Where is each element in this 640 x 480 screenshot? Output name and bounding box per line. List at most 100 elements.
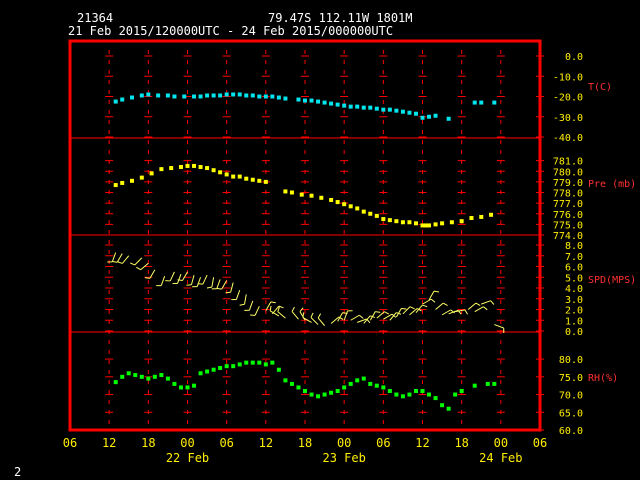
data-point-temp — [316, 99, 321, 104]
y-axis-label-wind: SPD(MPS) — [588, 275, 636, 286]
data-point-pres — [381, 217, 386, 222]
data-point-temp — [113, 99, 118, 104]
wind-barb — [481, 300, 495, 305]
data-point-rh — [303, 389, 307, 393]
y-tick-label: 0.0 — [565, 52, 583, 63]
data-point-temp — [342, 103, 347, 108]
wind-barb — [244, 300, 254, 311]
wind-barb — [144, 269, 156, 279]
data-point-rh — [244, 360, 249, 365]
data-point-rh — [237, 362, 242, 367]
x-tick-label: 00 — [180, 436, 194, 450]
data-point-rh — [355, 378, 360, 383]
data-point-temp — [198, 94, 203, 99]
y-axes: 0.0 -10.0 -20.0 -30.0 -40.0 T(C) 781.0780.0779… — [536, 52, 636, 437]
data-point-temp — [407, 110, 412, 115]
y-tick-label: -20.0 — [553, 93, 583, 104]
data-point-rh — [211, 367, 216, 372]
data-point-rh — [322, 392, 327, 397]
data-point-pres — [198, 165, 203, 169]
data-point-temp — [211, 93, 216, 98]
data-point-pres — [185, 163, 190, 168]
x-tick-label: 06 — [219, 436, 233, 450]
data-point-pres — [113, 183, 118, 188]
data-point-temp — [257, 94, 262, 99]
data-point-rh — [440, 403, 445, 408]
data-point-temp — [263, 94, 268, 99]
data-point-rh — [309, 392, 314, 397]
data-point-temp — [387, 107, 392, 112]
wind-barb — [117, 255, 130, 264]
data-point-rh — [172, 381, 177, 386]
data-point-temp — [276, 95, 281, 100]
data-point-pres — [342, 202, 347, 207]
wind-barb — [455, 309, 468, 315]
y-tick-label: 70.0 — [559, 391, 583, 402]
data-point-pres — [479, 214, 484, 219]
wind-barb — [415, 304, 428, 314]
data-point-pres — [407, 220, 412, 225]
wind-barb — [317, 313, 325, 326]
wind-barb — [350, 314, 364, 321]
data-point-rh — [152, 374, 157, 379]
wind-barb — [277, 306, 286, 319]
data-point-temp — [231, 92, 236, 97]
data-point-rh — [231, 364, 236, 369]
data-point-temp — [420, 115, 425, 120]
wind-barb — [172, 273, 182, 284]
y-tick-label: 776.0 — [553, 210, 583, 221]
data-point-pres — [205, 166, 210, 171]
wind-barb — [192, 277, 202, 288]
data-point-rh — [492, 381, 497, 386]
data-point-temp — [361, 105, 366, 110]
x-tick-label: 12 — [415, 436, 429, 450]
data-point-pres — [361, 209, 366, 214]
station-id: 21364 — [77, 11, 113, 25]
wind-barb — [136, 262, 149, 271]
series-layer — [107, 92, 505, 411]
data-point-pres — [387, 218, 392, 223]
data-point-rh — [113, 380, 118, 385]
data-point-rh — [257, 360, 262, 365]
data-point-temp — [218, 93, 223, 98]
data-point-pres — [329, 197, 334, 202]
data-point-rh — [381, 385, 386, 390]
wind-barb — [211, 279, 221, 290]
data-point-rh — [446, 406, 451, 411]
data-point-temp — [156, 93, 161, 98]
data-point-pres — [420, 223, 425, 228]
data-point-temp — [182, 94, 187, 99]
y-tick-label: 3.0 — [565, 295, 583, 306]
data-point-temp — [205, 93, 210, 98]
data-point-pres — [440, 221, 445, 226]
wind-barb — [435, 302, 448, 310]
data-point-temp — [335, 102, 340, 107]
data-point-pres — [120, 180, 125, 185]
data-point-pres — [139, 175, 144, 180]
wind-barb — [165, 271, 175, 282]
data-point-rh — [192, 383, 197, 388]
y-axis-label-rh: RH(%) — [588, 373, 618, 384]
data-point-temp — [139, 93, 144, 98]
y-tick-label: 777.0 — [553, 199, 583, 210]
wind-barb — [494, 324, 505, 333]
data-point-pres — [178, 165, 183, 169]
data-point-rh — [270, 360, 275, 365]
data-point-rh — [459, 389, 464, 393]
y-tick-label: 8.0 — [565, 241, 583, 252]
data-point-temp — [413, 111, 418, 116]
data-point-pres — [218, 170, 223, 175]
wind-barb — [239, 294, 247, 306]
wind-barb — [302, 312, 312, 323]
page-number: 2 — [14, 465, 21, 479]
data-point-rh — [472, 383, 477, 388]
data-point-rh — [263, 362, 268, 367]
y-tick-label: -10.0 — [553, 72, 583, 83]
data-point-rh — [224, 364, 229, 369]
data-point-rh — [126, 371, 131, 376]
data-point-pres — [224, 172, 229, 177]
x-tick-label: 12 — [259, 436, 273, 450]
wind-barb — [441, 309, 455, 316]
y-tick-label: 6.0 — [565, 263, 583, 274]
